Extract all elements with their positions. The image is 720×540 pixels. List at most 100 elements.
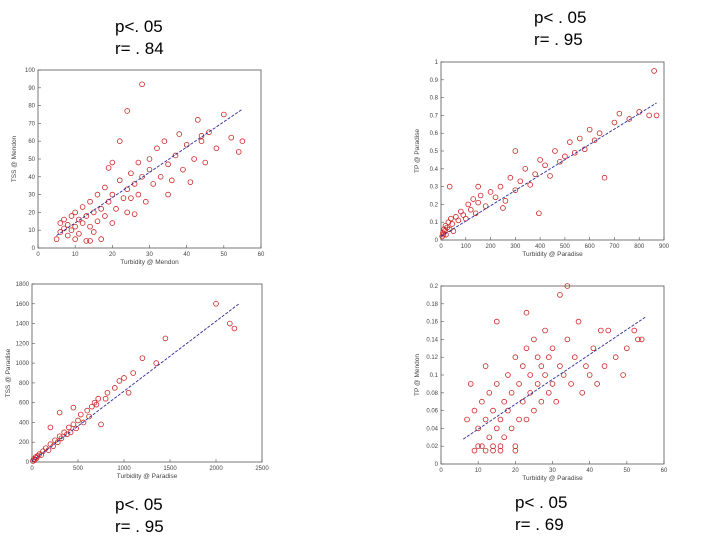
scatter-chart-top-left: 0 10 20 30 40 50 60 0 10 20 30 40 50 60 70 80 90 100 Turbi… [11, 68, 265, 266]
data-point [638, 336, 645, 343]
data-point [579, 389, 586, 396]
data-point [83, 213, 90, 219]
data-point [58, 435, 65, 442]
data-point [538, 363, 545, 369]
y-tick-label: 0.2 [430, 284, 439, 290]
data-point [487, 189, 494, 195]
y-axis-label: TP @ Mendon [414, 354, 421, 396]
x-tick-label: 1500 [163, 466, 177, 472]
data-point [567, 139, 573, 145]
data-point [596, 130, 603, 137]
plot-frame [31, 283, 263, 463]
data-point [128, 195, 134, 201]
x-axis-label: Turbidity @ Paradise [522, 475, 583, 482]
data-point [64, 222, 71, 228]
data-point [57, 220, 64, 226]
x-tick-label: 500 [560, 244, 571, 250]
stat-label-top-left: p<. 05 r= . 84 [115, 16, 164, 60]
stat-label-top-right: p< . 05 r= . 95 [534, 7, 586, 51]
data-point [512, 354, 519, 361]
data-point [508, 389, 515, 396]
data-point [636, 109, 643, 115]
y-tick-label: 60 [28, 139, 35, 145]
y-tick-label: 0.16 [426, 320, 438, 326]
data-point [83, 238, 90, 244]
data-point [482, 203, 489, 209]
data-point [560, 372, 567, 378]
data-point [571, 149, 578, 156]
y-tick-label: 0.14 [426, 337, 438, 343]
data-point [547, 173, 553, 179]
data-point [549, 381, 556, 387]
data-point [523, 345, 530, 352]
y-tick-label: 0.7 [430, 113, 439, 119]
x-tick-label: 800 [634, 244, 645, 250]
x-tick-label: 400 [535, 244, 546, 250]
y-tick-label: 0.4 [430, 167, 439, 173]
stat-label-bottom-right: p< . 05 r= . 69 [515, 492, 567, 536]
data-point [239, 138, 246, 145]
y-tick-label: 40 [28, 175, 35, 181]
data-point [611, 119, 618, 126]
data-point [467, 381, 474, 387]
data-point [557, 158, 563, 165]
y-tick-label: 20 [28, 210, 35, 216]
data-point [497, 183, 504, 190]
x-tick-label: 0 [439, 468, 443, 474]
p-value-text: p<. 05 [115, 17, 163, 36]
data-point [564, 283, 571, 289]
data-point [631, 327, 638, 334]
data-point [651, 68, 657, 74]
data-point [442, 222, 449, 229]
data-point [213, 145, 220, 152]
data-point [542, 372, 548, 378]
data-point [497, 416, 504, 423]
data-point [517, 178, 524, 185]
data-point [124, 186, 130, 193]
x-axis-label: Turbidity @ Mendon [120, 259, 179, 266]
data-point [139, 355, 146, 361]
data-point [64, 232, 71, 239]
data-point [183, 141, 190, 148]
p-value-text: p<. 05 [115, 495, 163, 514]
data-point [109, 159, 116, 166]
data-point [70, 404, 77, 411]
data-point [598, 327, 604, 334]
data-point [40, 448, 46, 454]
data-point [586, 126, 593, 133]
data-point [492, 194, 499, 201]
data-point [162, 335, 169, 342]
data-point [68, 213, 75, 219]
data-point [575, 318, 582, 325]
data-point [124, 209, 130, 216]
x-tick-label: 2000 [209, 466, 223, 472]
x-tick-label: 60 [661, 468, 668, 474]
r-value-text: r= . 95 [534, 30, 583, 49]
data-point [87, 198, 93, 205]
data-point [486, 434, 493, 441]
x-tick-label: 200 [486, 244, 497, 250]
y-tick-label: 100 [25, 68, 36, 74]
data-point [605, 327, 612, 334]
data-point [79, 204, 86, 210]
data-point [583, 363, 589, 369]
data-point [135, 191, 142, 198]
data-point [465, 201, 472, 208]
data-point [47, 424, 54, 431]
data-point [512, 187, 519, 193]
x-tick-label: 40 [586, 468, 593, 474]
data-point [552, 148, 558, 154]
plot-frame [37, 69, 262, 249]
y-tick-label: 0 [435, 238, 439, 244]
y-axis-label: TSS @ Mendon [11, 135, 18, 182]
data-point [449, 221, 455, 227]
data-point [135, 159, 142, 166]
data-point [139, 174, 145, 180]
data-point [221, 111, 227, 118]
data-point [128, 170, 134, 177]
scatter-chart-top-right: 0 100 200 300 400 500 600 700 800 900 0 0.1 0.2 0.3 0.… [414, 60, 670, 258]
data-point [169, 177, 175, 184]
y-tick-label: 0.04 [426, 426, 438, 432]
data-point [165, 161, 171, 168]
data-point [553, 398, 560, 405]
